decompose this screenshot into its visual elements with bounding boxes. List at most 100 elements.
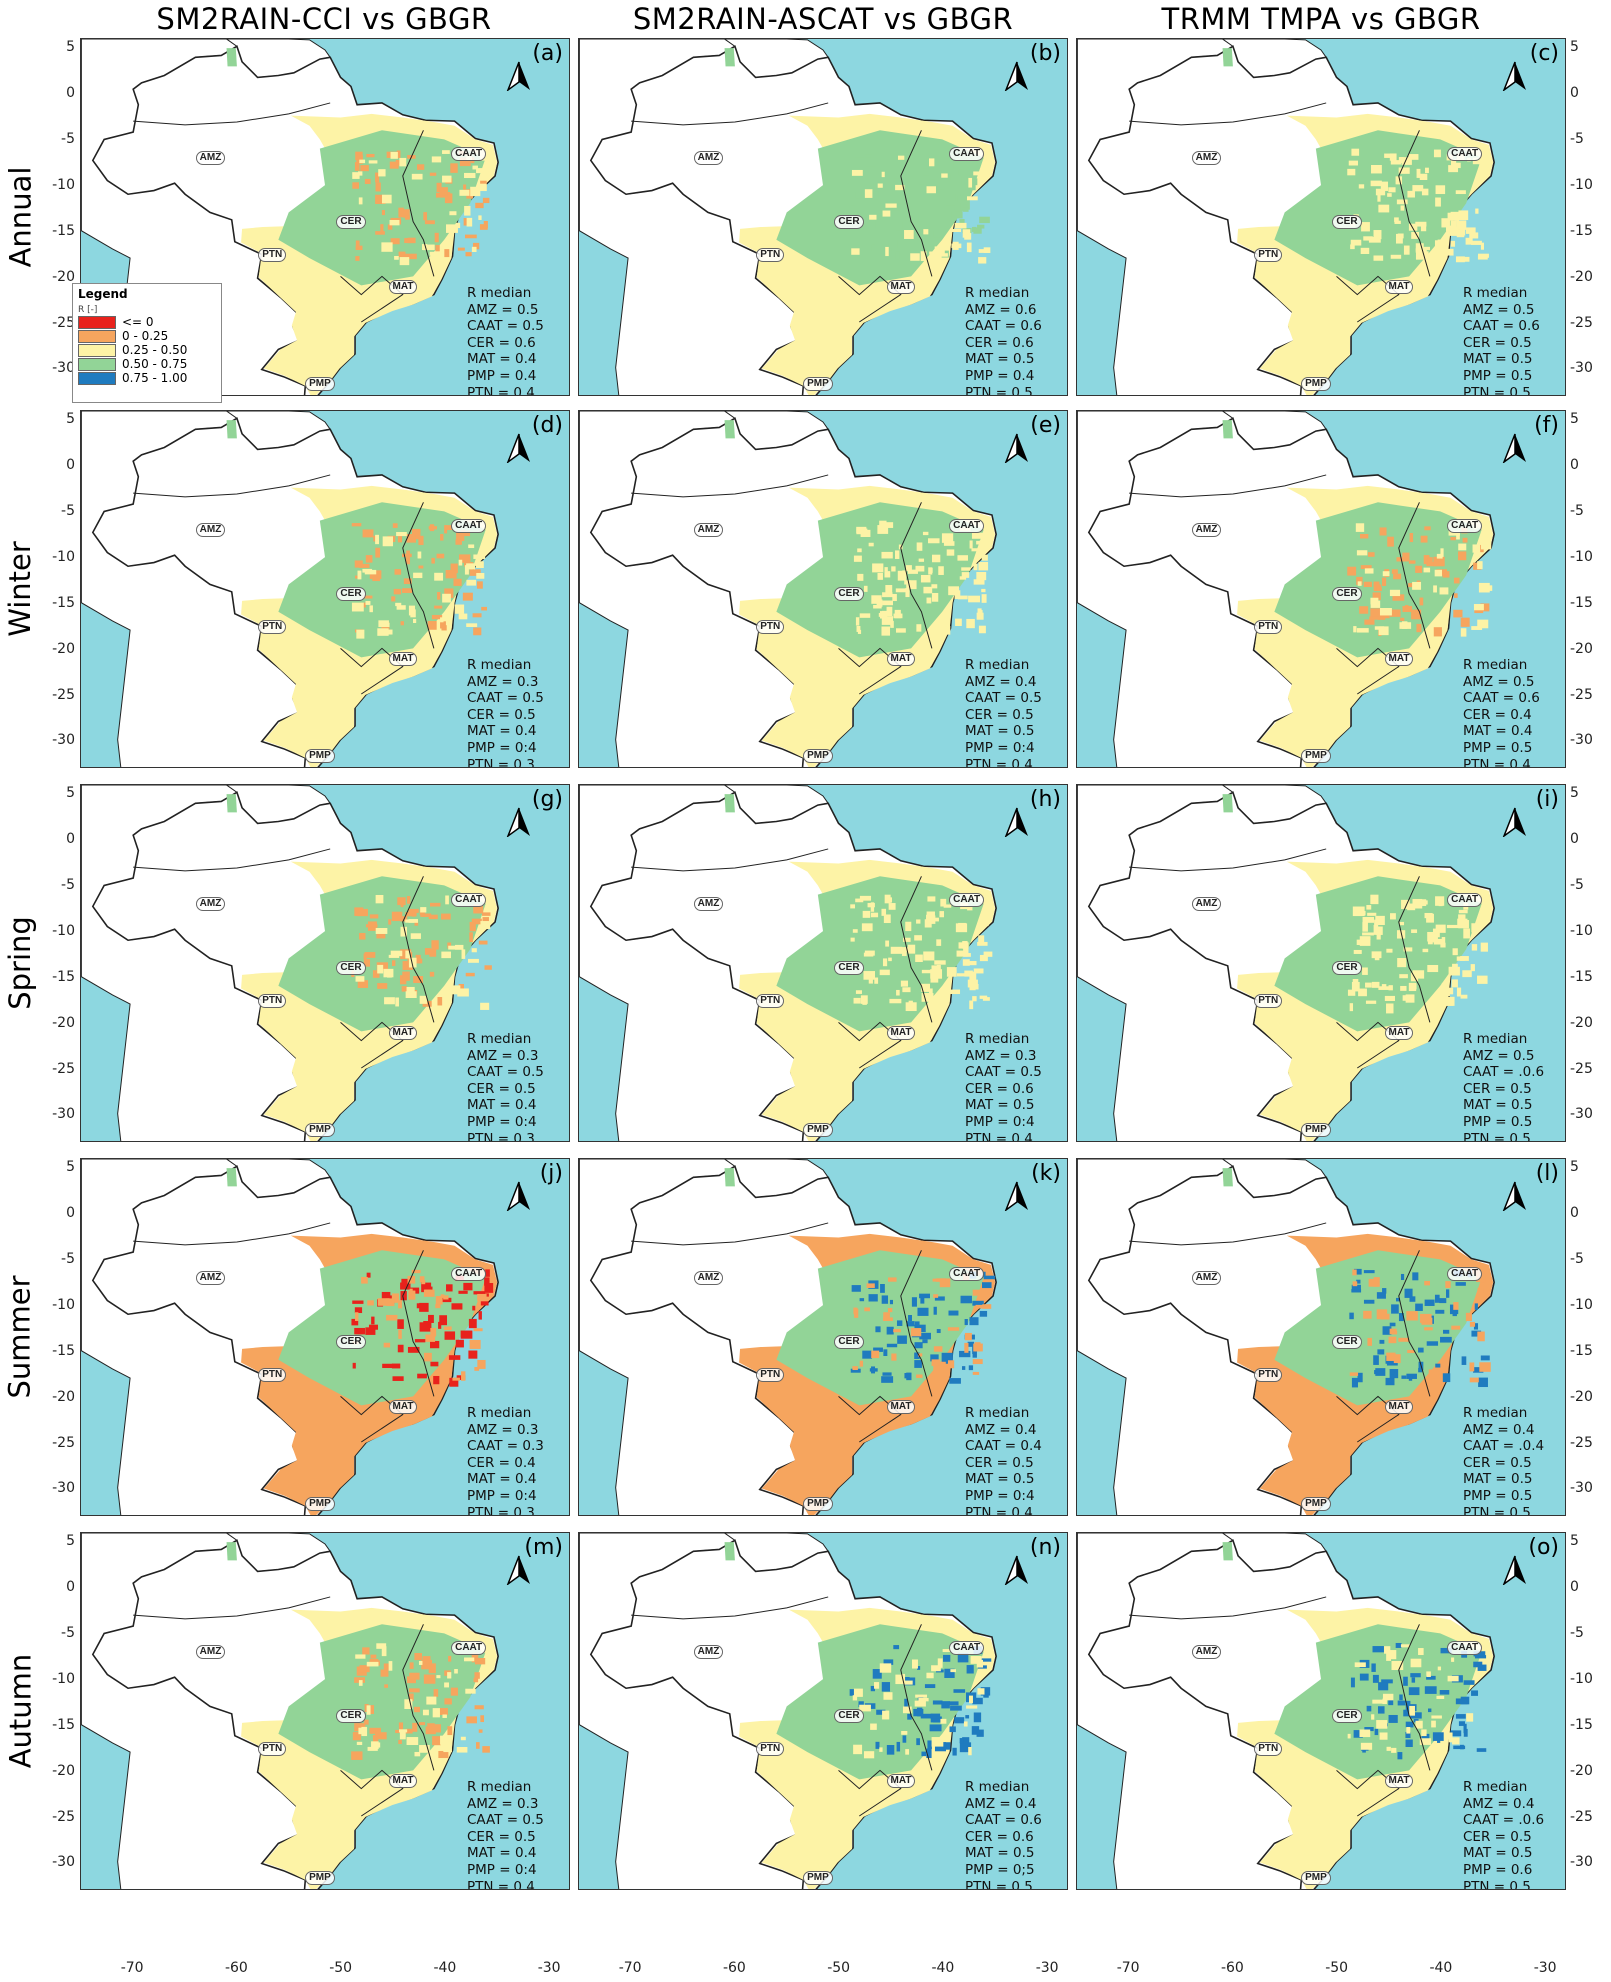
stat-line: R median xyxy=(1463,1779,1528,1795)
pixel-cluster xyxy=(865,166,876,171)
region-label: MAT xyxy=(388,1025,418,1040)
pixel-cluster xyxy=(1471,1330,1482,1337)
biome-boundary xyxy=(340,1769,404,1817)
legend-swatch xyxy=(78,329,116,343)
pixel-cluster xyxy=(478,215,482,220)
pixel-cluster xyxy=(1451,1657,1455,1662)
pixel-cluster xyxy=(464,565,469,575)
pixel-cluster xyxy=(444,1682,450,1688)
biome-boundary xyxy=(402,502,435,649)
pixel-cluster xyxy=(466,563,476,570)
pixel-cluster xyxy=(1372,1646,1384,1653)
pixel-cluster xyxy=(405,912,417,917)
pixel-cluster xyxy=(892,222,903,231)
pixel-cluster xyxy=(851,248,860,255)
pixel-cluster xyxy=(863,971,876,980)
region-label: CER xyxy=(834,961,864,976)
pixel-cluster xyxy=(873,191,879,200)
pixel-cluster xyxy=(389,161,399,169)
map-canvas xyxy=(579,39,997,395)
pixel-cluster xyxy=(1421,188,1429,196)
pixel-cluster xyxy=(429,251,439,256)
stat-line: AMZ = 0.3 xyxy=(467,1421,539,1438)
pixel-cluster xyxy=(1469,1377,1479,1383)
stat-line: CER = 0.5 xyxy=(467,1828,536,1845)
pixel-cluster xyxy=(1376,1720,1388,1729)
pixel-cluster xyxy=(882,1372,892,1376)
y-tick-label: -10 xyxy=(52,548,75,565)
pixel-cluster xyxy=(351,523,362,527)
pixel-cluster xyxy=(455,539,462,545)
pixel-cluster xyxy=(423,1674,436,1684)
pixel-cluster xyxy=(1382,1693,1394,1701)
pixel-cluster xyxy=(922,531,929,536)
pixel-cluster xyxy=(377,964,384,974)
pixel-cluster xyxy=(933,1294,939,1298)
pixel-cluster xyxy=(922,168,930,176)
pixel-cluster xyxy=(1363,1310,1372,1319)
pixel-cluster xyxy=(441,913,451,920)
pixel-cluster xyxy=(1405,1739,1413,1747)
pixel-cluster xyxy=(408,1290,416,1300)
pixel-cluster xyxy=(1473,1661,1483,1668)
pixel-cluster xyxy=(949,1378,961,1384)
pixel-cluster xyxy=(902,987,911,993)
pixel-cluster xyxy=(468,1350,478,1359)
pixel-cluster xyxy=(1395,1642,1402,1648)
pixel-cluster xyxy=(1347,1733,1351,1739)
pixel-cluster xyxy=(351,1751,363,1760)
panel-label: (d) xyxy=(531,413,563,438)
stat-line: PTN = 0.3 xyxy=(467,756,535,768)
pixel-cluster xyxy=(1453,1302,1459,1310)
pixel-cluster xyxy=(976,571,987,581)
pixel-cluster xyxy=(1370,894,1379,905)
pixel-cluster xyxy=(983,1693,989,1698)
pixel-cluster xyxy=(418,1660,423,1665)
pixel-cluster xyxy=(482,197,490,204)
pixel-cluster xyxy=(1440,1336,1452,1343)
pixel-cluster xyxy=(931,592,939,602)
pixel-cluster xyxy=(1374,956,1380,961)
pixel-cluster xyxy=(455,1339,464,1348)
pixel-cluster xyxy=(463,1282,473,1291)
legend-label: <= 0 xyxy=(122,315,154,329)
legend-label: 0.50 - 0.75 xyxy=(122,357,188,371)
pixel-cluster xyxy=(859,1360,864,1367)
pixel-cluster xyxy=(1403,245,1410,255)
pixel-cluster xyxy=(888,903,896,910)
pixel-cluster xyxy=(1463,1680,1475,1685)
pixel-cluster xyxy=(913,1708,924,1717)
biome-boundary xyxy=(838,647,902,695)
pixel-cluster xyxy=(1477,619,1489,629)
pixel-cluster xyxy=(1348,160,1358,166)
stat-line: R median xyxy=(1463,1405,1528,1421)
pixel-cluster xyxy=(1473,1651,1486,1657)
pixel-cluster xyxy=(440,621,446,629)
pixel-cluster xyxy=(1416,168,1421,178)
region-label: AMZ xyxy=(195,150,226,165)
pixel-cluster xyxy=(405,554,411,565)
y-tick-label: -15 xyxy=(1570,594,1593,611)
y-tick-label: -15 xyxy=(1570,968,1593,985)
pixel-cluster xyxy=(1363,581,1372,588)
y-tick-label: -15 xyxy=(52,968,75,985)
pixel-cluster xyxy=(980,1687,991,1696)
pixel-cluster xyxy=(450,163,458,173)
pixel-cluster xyxy=(1458,551,1467,561)
pixel-cluster xyxy=(1351,148,1360,156)
region-label: AMZ xyxy=(693,1644,724,1659)
pixel-cluster xyxy=(1439,1690,1450,1695)
pixel-cluster xyxy=(402,971,410,981)
pixel-cluster xyxy=(1393,1354,1401,1364)
region-label: PTN xyxy=(258,620,287,635)
legend-item: 0.75 - 1.00 xyxy=(78,371,221,385)
pixel-cluster xyxy=(471,1653,479,1663)
pixel-cluster xyxy=(1373,255,1384,261)
region-label: CAAT xyxy=(949,519,985,534)
pixel-cluster xyxy=(376,931,386,939)
pixel-cluster xyxy=(1434,569,1443,577)
pixel-cluster xyxy=(1362,967,1368,975)
pixel-cluster xyxy=(1422,948,1429,953)
pixel-cluster xyxy=(409,1672,420,1680)
pixel-cluster xyxy=(466,623,478,627)
